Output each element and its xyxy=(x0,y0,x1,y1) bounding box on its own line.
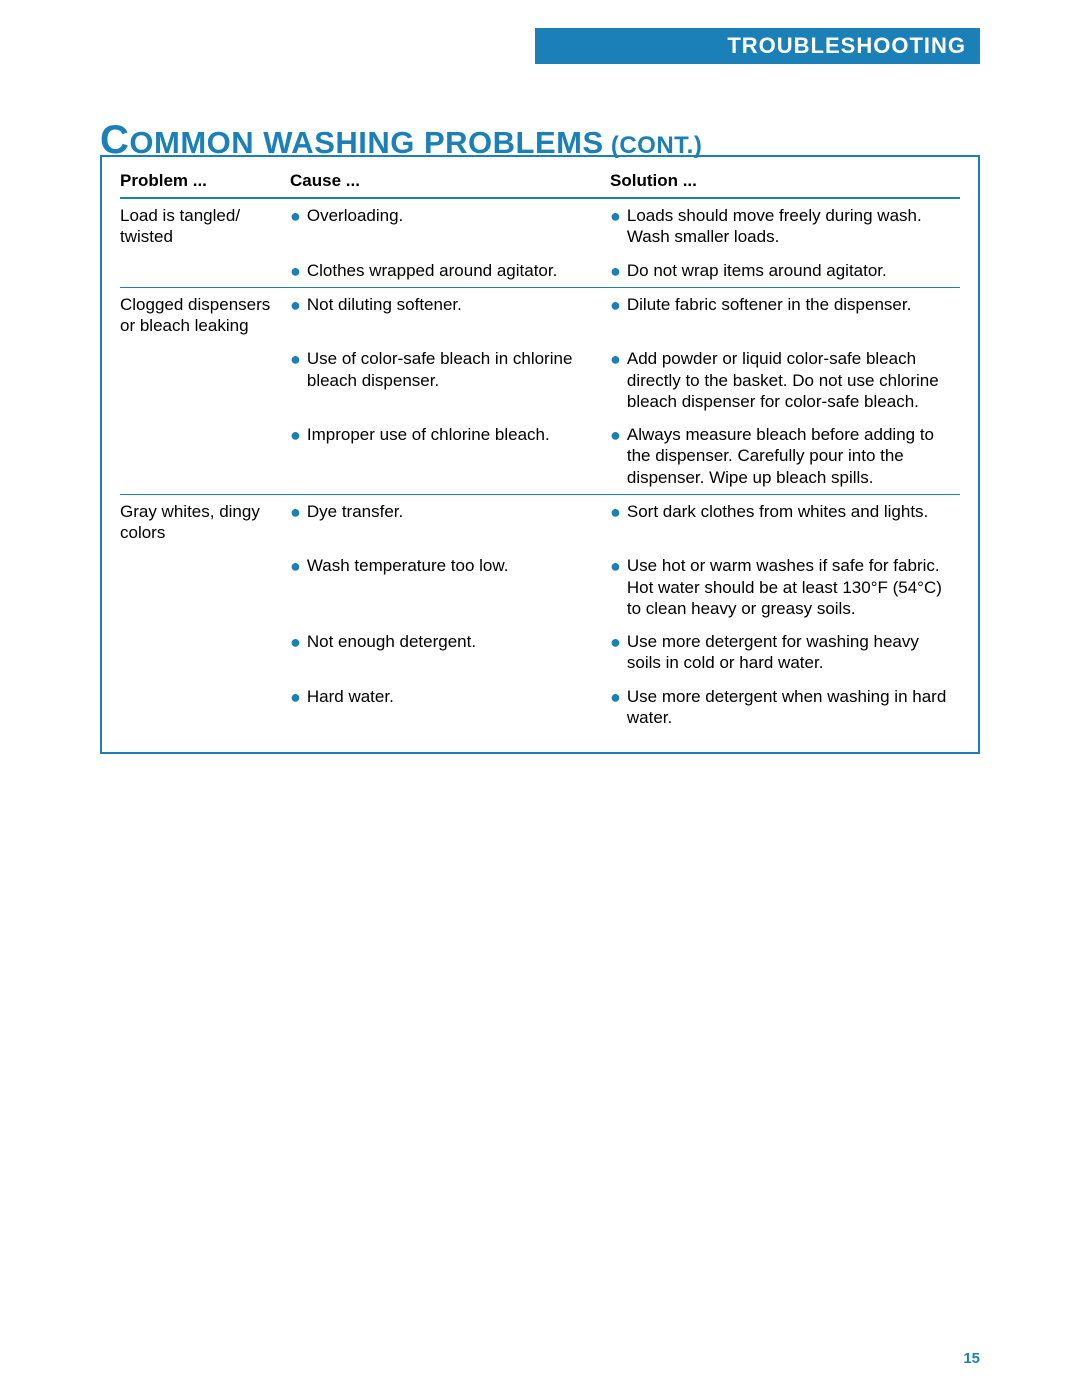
cell-problem: Clogged dispensers or bleach leaking xyxy=(120,287,290,342)
cell-solution: ● Use more detergent when washing in hard… xyxy=(610,680,960,735)
cause-text: Not enough detergent. xyxy=(307,631,476,652)
bullet-icon: ● xyxy=(290,557,301,575)
table-row: ● Not enough detergent. ● Use more detergen… xyxy=(120,625,960,680)
cell-solution: ● Use more detergent for washing heavy so… xyxy=(610,625,960,680)
cause-text: Clothes wrapped around agitator. xyxy=(307,260,557,281)
bullet-icon: ● xyxy=(290,426,301,444)
bullet-icon: ● xyxy=(610,262,621,280)
bullet-icon: ● xyxy=(610,503,621,521)
cell-cause: ● Overloading. xyxy=(290,198,610,254)
col-header-solution: Solution ... xyxy=(610,167,960,198)
table-row: ● Clothes wrapped around agitator. ● Do not… xyxy=(120,254,960,288)
cause-text: Wash temperature too low. xyxy=(307,555,509,576)
table-row: ● Wash temperature too low. ● Use hot or wa… xyxy=(120,549,960,625)
cause-text: Hard water. xyxy=(307,686,394,707)
col-header-problem: Problem ... xyxy=(120,167,290,198)
bullet-icon: ● xyxy=(290,262,301,280)
solution-text: Loads should move freely during wash. Wa… xyxy=(627,205,952,248)
solution-text: Use more detergent when washing in hard … xyxy=(627,686,952,729)
bullet-icon: ● xyxy=(610,633,621,651)
cause-text: Overloading. xyxy=(307,205,403,226)
table-row: ● Improper use of chlorine bleach. ● Always… xyxy=(120,418,960,494)
bullet-icon: ● xyxy=(610,296,621,314)
bullet-icon: ● xyxy=(610,557,621,575)
table-row: Load is tangled/ twisted●Overloading.●Lo… xyxy=(120,198,960,254)
cell-cause: ● Not enough detergent. xyxy=(290,625,610,680)
solution-text: Use more detergent for washing heavy soi… xyxy=(627,631,952,674)
cell-problem xyxy=(120,342,290,418)
table-row: ● Hard water. ● Use more detergent when was… xyxy=(120,680,960,735)
bullet-icon: ● xyxy=(290,350,301,368)
table-header-row: Problem ... Cause ... Solution ... xyxy=(120,167,960,198)
bullet-icon: ● xyxy=(610,688,621,706)
solution-text: Add powder or liquid color-safe bleach d… xyxy=(627,348,952,412)
bullet-icon: ● xyxy=(290,296,301,314)
bullet-icon: ● xyxy=(610,207,621,225)
cell-cause: ● Dye transfer. xyxy=(290,494,610,549)
bullet-icon: ● xyxy=(610,426,621,444)
bullet-icon: ● xyxy=(290,207,301,225)
cell-solution: ● Do not wrap items around agitator. xyxy=(610,254,960,288)
table-row: Gray whites, dingy colors●Dye transfer.●… xyxy=(120,494,960,549)
table-row: ● Use of color-safe bleach in chlorine bl… xyxy=(120,342,960,418)
solution-text: Sort dark clothes from whites and lights… xyxy=(627,501,928,522)
solution-text: Dilute fabric softener in the dispenser. xyxy=(627,294,911,315)
cell-problem: Load is tangled/ twisted xyxy=(120,198,290,254)
cell-problem xyxy=(120,254,290,288)
section-header-text: TROUBLESHOOTING xyxy=(727,33,966,59)
troubleshooting-table-box: Problem ... Cause ... Solution ... Load … xyxy=(100,155,980,754)
cell-solution: ● Loads should move freely during wash. W… xyxy=(610,198,960,254)
cell-cause: ● Not diluting softener. xyxy=(290,287,610,342)
cell-problem: Gray whites, dingy colors xyxy=(120,494,290,549)
solution-text: Always measure bleach before adding to t… xyxy=(627,424,952,488)
cause-text: Not diluting softener. xyxy=(307,294,462,315)
cell-solution: ● Use hot or warm washes if safe for fabr… xyxy=(610,549,960,625)
cell-solution: ● Sort dark clothes from whites and light… xyxy=(610,494,960,549)
cell-cause: ● Improper use of chlorine bleach. xyxy=(290,418,610,494)
solution-text: Use hot or warm washes if safe for fabri… xyxy=(627,555,952,619)
cell-solution: ● Always measure bleach before adding to … xyxy=(610,418,960,494)
cell-solution: ● Add powder or liquid color-safe bleach … xyxy=(610,342,960,418)
cell-problem xyxy=(120,680,290,735)
cell-cause: ● Hard water. xyxy=(290,680,610,735)
cell-cause: ● Clothes wrapped around agitator. xyxy=(290,254,610,288)
cell-cause: ● Wash temperature too low. xyxy=(290,549,610,625)
bullet-icon: ● xyxy=(610,350,621,368)
section-header-band: TROUBLESHOOTING xyxy=(535,28,980,64)
cell-cause: ● Use of color-safe bleach in chlorine bl… xyxy=(290,342,610,418)
cause-text: Dye transfer. xyxy=(307,501,403,522)
cell-solution: ● Dilute fabric softener in the dispenser… xyxy=(610,287,960,342)
bullet-icon: ● xyxy=(290,633,301,651)
cell-problem xyxy=(120,625,290,680)
bullet-icon: ● xyxy=(290,688,301,706)
cause-text: Use of color-safe bleach in chlorine ble… xyxy=(307,348,602,391)
cause-text: Improper use of chlorine bleach. xyxy=(307,424,550,445)
cell-problem xyxy=(120,418,290,494)
troubleshooting-table: Problem ... Cause ... Solution ... Load … xyxy=(120,167,960,734)
solution-text: Do not wrap items around agitator. xyxy=(627,260,887,281)
page-number: 15 xyxy=(963,1350,980,1367)
cell-problem xyxy=(120,549,290,625)
col-header-cause: Cause ... xyxy=(290,167,610,198)
table-row: Clogged dispensers or bleach leaking●Not… xyxy=(120,287,960,342)
bullet-icon: ● xyxy=(290,503,301,521)
